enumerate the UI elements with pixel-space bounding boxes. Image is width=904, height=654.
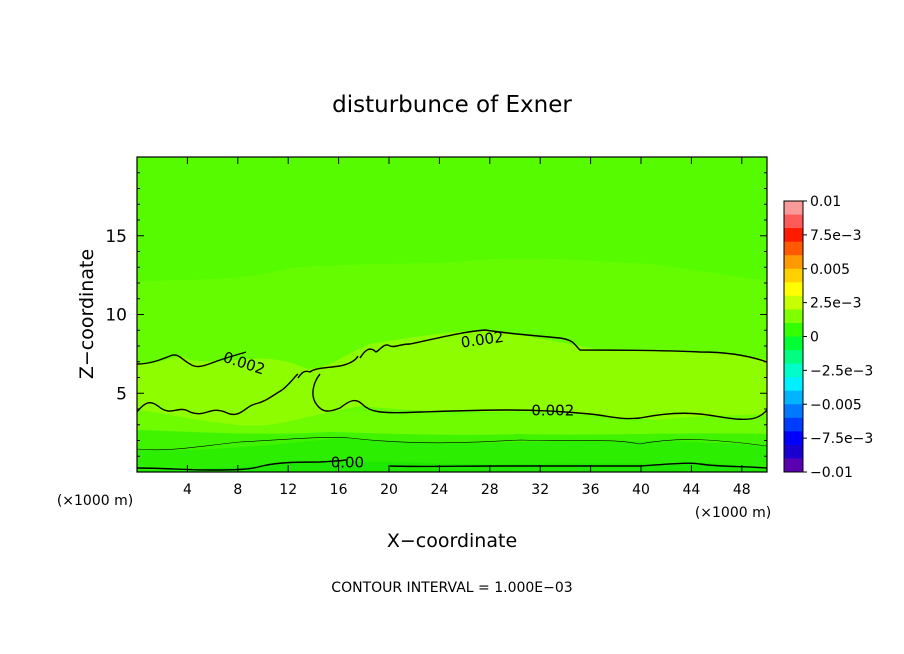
colorbar-cell bbox=[784, 295, 803, 310]
x-tick-label: 24 bbox=[430, 482, 448, 498]
colorbar-tick-label: −0.01 bbox=[810, 465, 853, 481]
colorbar-cell bbox=[784, 214, 803, 229]
contour-label: 0.00 bbox=[331, 454, 364, 472]
x-tick-label: 20 bbox=[380, 482, 398, 498]
colorbar-cell bbox=[784, 268, 803, 283]
colorbar-tick-label: −2.5e−3 bbox=[810, 363, 873, 379]
colorbar-cell bbox=[784, 363, 803, 378]
x-unit-left: (×1000 m) bbox=[57, 493, 133, 509]
x-tick-label: 36 bbox=[582, 482, 600, 498]
colorbar: 0.01 7.5e−3 0.005 2.5e−3 0 −2.5e−3 −0.005 −7.5e… bbox=[783, 194, 873, 481]
colorbar-cell bbox=[784, 336, 803, 351]
colorbar-tick-label: 2.5e−3 bbox=[810, 296, 862, 312]
colorbar-cell bbox=[784, 377, 803, 392]
contour-label: 0.002 bbox=[531, 402, 574, 420]
colorbar-cell bbox=[784, 350, 803, 365]
y-axis-ticks: 5 10 15 bbox=[105, 172, 767, 457]
colorbar-tick-labels: 0.01 7.5e−3 0.005 2.5e−3 0 −2.5e−3 −0.005 −7.5e… bbox=[803, 194, 873, 481]
x-tick-label: 48 bbox=[733, 482, 751, 498]
colorbar-cell bbox=[784, 444, 803, 459]
y-tick-label: 5 bbox=[116, 384, 127, 404]
colorbar-tick-label: 0.005 bbox=[810, 262, 850, 278]
colorbar-cell bbox=[784, 255, 803, 270]
contour-line-002-lower bbox=[136, 373, 768, 421]
contour-line-000 bbox=[136, 459, 768, 471]
colorbar-cell bbox=[784, 241, 803, 256]
colorbar-cell bbox=[784, 322, 803, 337]
colorbar-cell bbox=[784, 309, 803, 324]
colorbar-cell bbox=[784, 201, 803, 216]
colorbar-cell bbox=[784, 390, 803, 405]
colorbar-cell bbox=[784, 404, 803, 419]
colorbar-tick-label: 0.01 bbox=[810, 194, 841, 210]
x-tick-label: 16 bbox=[330, 482, 348, 498]
colorbar-cell bbox=[784, 431, 803, 446]
y-tick-label: 15 bbox=[105, 227, 127, 247]
x-tick-label: 40 bbox=[632, 482, 650, 498]
colorbar-tick-label: −7.5e−3 bbox=[810, 431, 873, 447]
colorbar-cell bbox=[784, 458, 803, 473]
x-tick-label: 8 bbox=[233, 482, 242, 498]
x-unit-right: (×1000 m) bbox=[695, 505, 771, 521]
chart-title: disturbunce of Exner bbox=[332, 92, 572, 118]
colorbar-cell bbox=[784, 228, 803, 243]
field-band-middle bbox=[137, 330, 767, 429]
colorbar-cells bbox=[784, 201, 803, 473]
contour-interval-note: CONTOUR INTERVAL = 1.000E−03 bbox=[331, 580, 572, 596]
contour-line-002-left bbox=[136, 351, 359, 379]
x-axis-label: X−coordinate bbox=[387, 530, 517, 552]
colorbar-cell bbox=[784, 282, 803, 297]
x-tick-label: 28 bbox=[481, 482, 499, 498]
y-axis-label: Z−coordinate bbox=[76, 249, 98, 379]
x-tick-label: 32 bbox=[531, 482, 549, 498]
x-axis-ticks: 4 8 12 16 20 24 28 32 36 40 44 48 bbox=[183, 157, 751, 498]
colorbar-cell bbox=[784, 417, 803, 432]
contour-line-thin bbox=[136, 437, 768, 451]
contour-line-002-upper bbox=[359, 329, 768, 363]
colorbar-tick-label: −0.005 bbox=[810, 397, 862, 413]
colorbar-tick-label: 0 bbox=[810, 330, 819, 346]
x-tick-label: 44 bbox=[682, 482, 700, 498]
x-tick-label: 4 bbox=[183, 482, 192, 498]
y-tick-label: 10 bbox=[105, 306, 127, 326]
contour-label: 0.002 bbox=[460, 328, 505, 352]
x-tick-label: 12 bbox=[279, 482, 297, 498]
colorbar-tick-label: 7.5e−3 bbox=[810, 228, 862, 244]
